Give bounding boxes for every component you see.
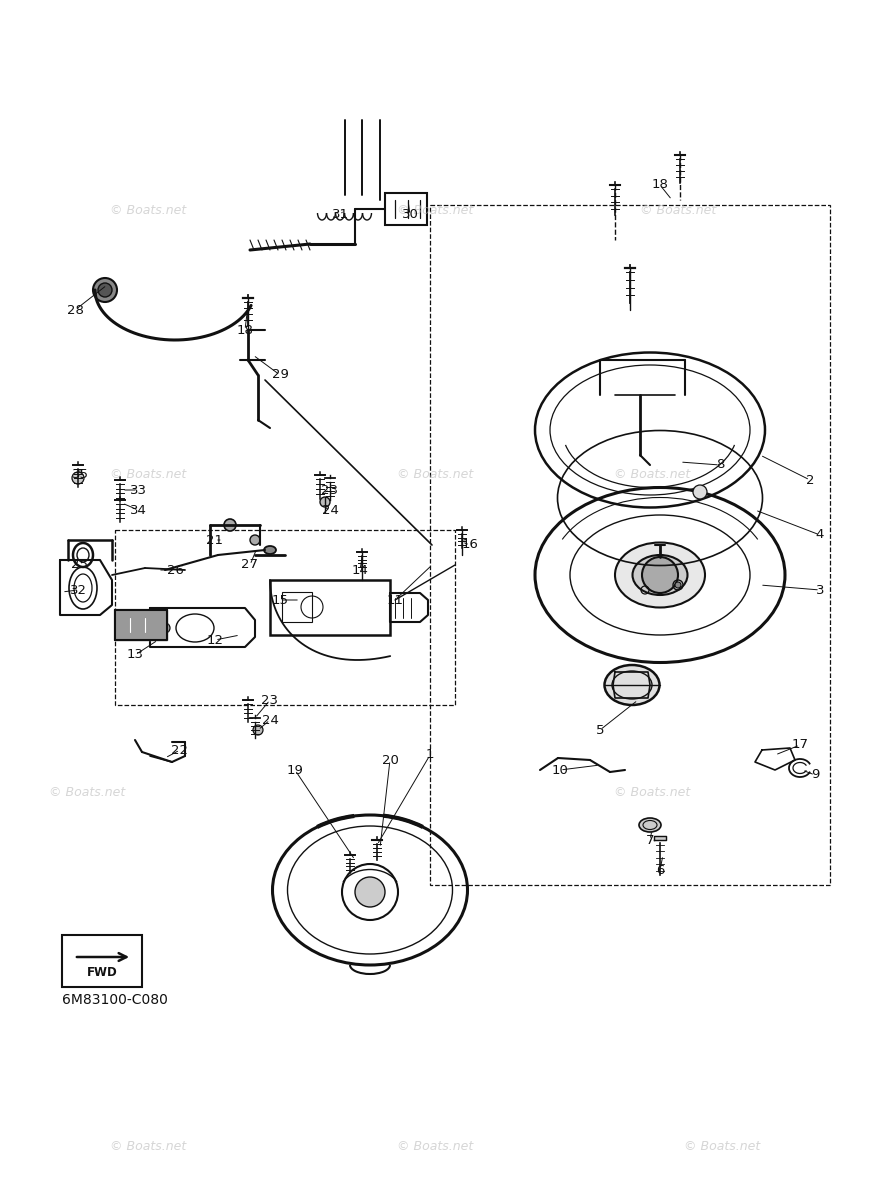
Text: 10: 10 [551, 763, 567, 776]
Text: 33: 33 [129, 484, 146, 497]
Circle shape [674, 582, 680, 588]
Text: 13: 13 [126, 648, 143, 661]
Text: 20: 20 [381, 754, 398, 767]
Text: 34: 34 [129, 504, 146, 516]
Bar [115, 610, 167, 640]
Text: 16: 16 [461, 539, 478, 552]
Text: 35: 35 [71, 468, 89, 481]
Bar [115, 610, 167, 640]
Text: 29: 29 [271, 368, 289, 382]
Text: 18: 18 [651, 179, 667, 192]
Circle shape [72, 472, 84, 484]
Circle shape [253, 725, 262, 734]
Text: © Boats.net: © Boats.net [640, 204, 716, 216]
Ellipse shape [604, 665, 659, 704]
Text: 15: 15 [271, 594, 289, 606]
Text: © Boats.net: © Boats.net [49, 786, 125, 798]
Text: 32: 32 [70, 583, 86, 596]
Text: 6M83100-C080: 6M83100-C080 [62, 994, 168, 1007]
Text: 8: 8 [715, 458, 723, 472]
Text: 24: 24 [262, 714, 278, 726]
Circle shape [249, 535, 260, 545]
Text: 19: 19 [286, 763, 303, 776]
Circle shape [693, 485, 706, 499]
Circle shape [320, 497, 329, 506]
Text: 14: 14 [351, 564, 368, 576]
Text: 11: 11 [386, 594, 403, 606]
Text: 7: 7 [645, 834, 653, 846]
Text: 12: 12 [206, 634, 223, 647]
Bar [385, 193, 427, 226]
Text: 27: 27 [242, 558, 258, 571]
Text: 30: 30 [401, 209, 418, 222]
Text: 17: 17 [791, 738, 807, 751]
Text: © Boats.net: © Boats.net [614, 468, 690, 480]
Text: © Boats.net: © Boats.net [396, 1140, 473, 1152]
Text: FWD: FWD [87, 966, 117, 979]
Text: 21: 21 [206, 534, 223, 546]
Bar [282, 592, 312, 622]
Circle shape [223, 518, 235, 530]
Text: 1: 1 [425, 749, 434, 762]
Text: 31: 31 [331, 209, 348, 222]
Bar [269, 580, 389, 635]
Text: © Boats.net: © Boats.net [109, 204, 186, 216]
Ellipse shape [632, 554, 687, 595]
Text: 5: 5 [595, 724, 604, 737]
Bar [115, 530, 454, 704]
Bar [429, 205, 829, 886]
Text: © Boats.net: © Boats.net [683, 1140, 760, 1152]
Ellipse shape [638, 818, 660, 832]
Circle shape [641, 557, 677, 593]
Text: 3: 3 [815, 583, 823, 596]
Text: 2: 2 [805, 474, 813, 486]
Text: © Boats.net: © Boats.net [396, 204, 473, 216]
Text: © Boats.net: © Boats.net [396, 468, 473, 480]
Circle shape [355, 877, 385, 907]
Text: 6: 6 [655, 864, 663, 876]
Circle shape [98, 283, 112, 296]
Ellipse shape [263, 546, 275, 554]
Text: © Boats.net: © Boats.net [614, 786, 690, 798]
Text: 18: 18 [236, 324, 253, 336]
Text: 24: 24 [322, 504, 338, 516]
Circle shape [93, 278, 116, 302]
Bar [62, 935, 142, 986]
Text: 4: 4 [815, 528, 823, 541]
Text: 9: 9 [810, 768, 819, 781]
Text: 22: 22 [171, 744, 189, 756]
Text: 23: 23 [322, 484, 338, 497]
Polygon shape [653, 836, 666, 840]
Text: © Boats.net: © Boats.net [109, 1140, 186, 1152]
Ellipse shape [614, 542, 704, 607]
Text: © Boats.net: © Boats.net [109, 468, 186, 480]
Text: 26: 26 [166, 564, 183, 576]
Text: 23: 23 [262, 694, 278, 707]
Circle shape [160, 623, 169, 634]
Text: 25: 25 [71, 558, 89, 571]
Text: 28: 28 [67, 304, 83, 317]
